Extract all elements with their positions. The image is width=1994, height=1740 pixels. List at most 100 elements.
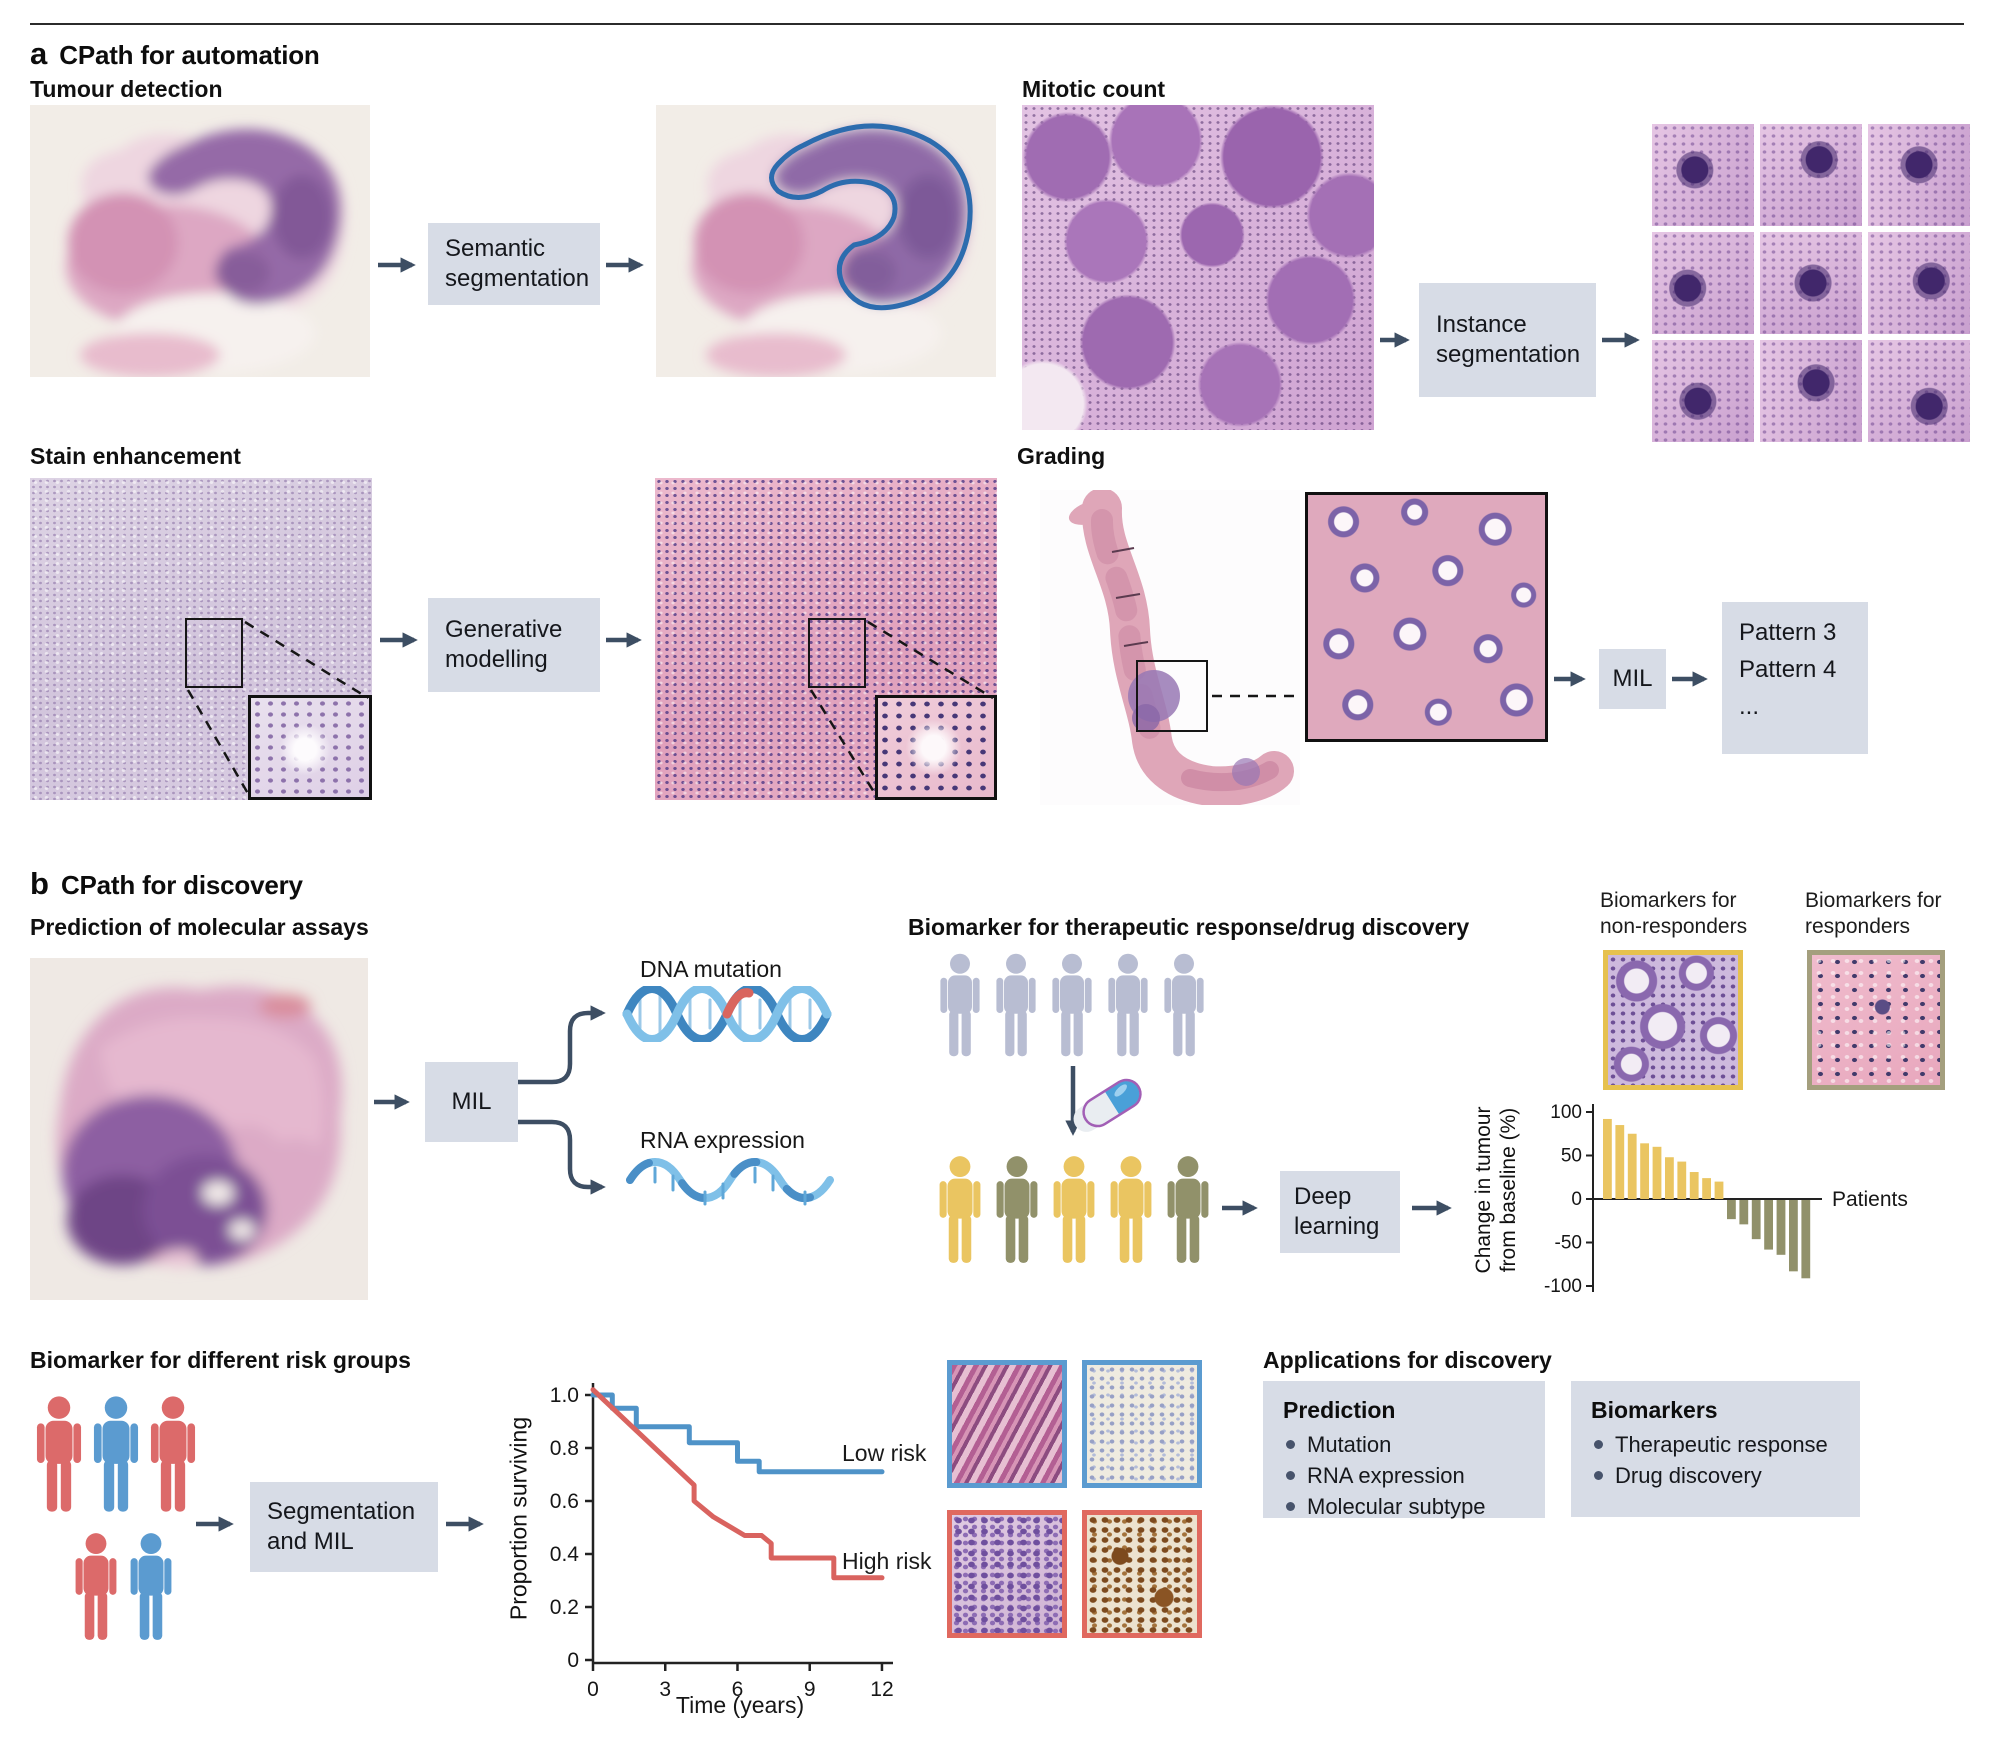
nonresponders-patch-label: Biomarkers for non-responders <box>1600 889 1748 938</box>
low-risk-patch-ihc <box>1082 1360 1202 1488</box>
svg-text:50: 50 <box>1561 1146 1582 1167</box>
patient-icon <box>1160 952 1208 1058</box>
svg-text:0.2: 0.2 <box>550 1596 579 1619</box>
nonresponders-patch-image <box>1603 950 1743 1090</box>
high-risk-patch-he <box>947 1510 1067 1638</box>
list-item: Mutation <box>1283 1429 1531 1460</box>
deep-learning-box: Deep learning <box>1280 1171 1400 1253</box>
tumour-outline <box>769 123 973 311</box>
risk-groups-heading: Biomarker for different risk groups <box>30 1347 411 1373</box>
molecular-assays-heading: Prediction of molecular assays <box>30 914 369 940</box>
segmentation-mil-label: Segmentation and MIL <box>267 1498 416 1555</box>
svg-text:12: 12 <box>870 1678 893 1701</box>
grading-heading: Grading <box>1017 443 1106 469</box>
mitosis-patch-grid <box>1652 124 1970 442</box>
svg-text:9: 9 <box>804 1678 816 1701</box>
patient-icon <box>126 1525 176 1648</box>
applications-heading: Applications for discovery <box>1263 1347 1552 1373</box>
instance-segmentation-label: Instance segmentation <box>1436 311 1581 368</box>
stain-faded-roi-box <box>185 618 243 688</box>
molecular-mil-box: MIL <box>425 1062 518 1142</box>
mitosis-patch <box>1652 232 1754 334</box>
deep-learning-label: Deep learning <box>1294 1183 1380 1240</box>
responders-patch-label: Biomarkers for responders <box>1805 889 1942 938</box>
patient-icon <box>1048 952 1096 1058</box>
svg-text:-50: -50 <box>1555 1233 1582 1254</box>
mitosis-patch <box>1760 340 1862 442</box>
applications-biomarkers-box: Biomarkers Therapeutic response Drug disc… <box>1571 1381 1860 1517</box>
patient-icon <box>1049 1152 1099 1267</box>
list-item: ... <box>1739 693 1760 720</box>
patient-icon <box>89 1389 143 1519</box>
list-item: Therapeutic response <box>1591 1429 1846 1460</box>
patient-icon <box>146 1389 200 1519</box>
panel-a-letter: a <box>30 36 48 71</box>
svg-text:0.8: 0.8 <box>550 1437 579 1460</box>
molecular-wsi-image <box>30 958 368 1300</box>
prediction-title: Prediction <box>1283 1397 1396 1423</box>
biomarkers-items: Therapeutic response Drug discovery <box>1591 1429 1846 1491</box>
grading-mil-box: MIL <box>1599 649 1666 709</box>
patient-icon <box>936 952 984 1058</box>
molecular-mil-label: MIL <box>451 1088 492 1115</box>
km-low-risk-label: Low risk <box>842 1440 927 1466</box>
tumour-detection-heading: Tumour detection <box>30 76 223 102</box>
high-risk-patch-ihc <box>1082 1510 1202 1638</box>
generative-modelling-box: Generative modelling <box>428 598 600 692</box>
mitotic-count-heading: Mitotic count <box>1022 76 1166 102</box>
pill-icon <box>1073 1078 1142 1132</box>
svg-text:0: 0 <box>1571 1189 1582 1210</box>
connector-mil-to-dna <box>518 1005 606 1085</box>
stain-enhanced-roi-box <box>808 618 866 688</box>
km-xlabel: Time (years) <box>675 1692 805 1718</box>
svg-text:3: 3 <box>659 1678 671 1701</box>
stain-enhancement-heading: Stain enhancement <box>30 443 241 469</box>
km-high-risk-label: High risk <box>842 1548 932 1574</box>
patient-icon <box>992 952 1040 1058</box>
semantic-segmentation-box: Semantic segmentation <box>428 223 600 305</box>
connector-mil-to-rna <box>518 1119 606 1195</box>
responders-patch-image <box>1807 950 1945 1090</box>
mitotic-count-image <box>1022 105 1374 430</box>
svg-text:1.0: 1.0 <box>550 1384 579 1407</box>
generative-modelling-label: Generative modelling <box>445 616 563 673</box>
panel-b-title: CPath for discovery <box>60 870 303 900</box>
biomarkers-title: Biomarkers <box>1591 1397 1718 1423</box>
svg-text:0: 0 <box>567 1649 579 1672</box>
list-item: RNA expression <box>1283 1460 1531 1491</box>
svg-text:100: 100 <box>1550 1102 1582 1123</box>
tumour-wsi-image <box>30 105 370 377</box>
patients-pretreatment-row <box>936 952 1208 1058</box>
mitosis-patch <box>1760 124 1862 226</box>
list-item: Pattern 4 <box>1739 656 1837 683</box>
rna-strand-icon <box>626 1158 834 1206</box>
patient-icon <box>1106 1152 1156 1267</box>
patient-icon <box>32 1389 86 1519</box>
panel-b-letter: b <box>30 866 49 901</box>
mitosis-patch <box>1868 232 1970 334</box>
svg-text:6: 6 <box>732 1678 744 1701</box>
panel-a-header: a CPath for automation <box>30 36 320 72</box>
waterfall-xlabel: Patients <box>1832 1188 1908 1211</box>
mitosis-patch <box>1868 340 1970 442</box>
prediction-items: Mutation RNA expression Molecular subtype <box>1283 1429 1531 1522</box>
grading-mil-label: MIL <box>1612 665 1653 692</box>
grading-inset-image <box>1305 492 1548 742</box>
instance-segmentation-box: Instance segmentation <box>1419 283 1596 397</box>
list-item: Drug discovery <box>1591 1460 1846 1491</box>
svg-text:0.6: 0.6 <box>550 1490 579 1513</box>
segmentation-mil-box: Segmentation and MIL <box>250 1482 438 1572</box>
list-item: Molecular subtype <box>1283 1491 1531 1522</box>
patient-icon <box>992 1152 1042 1267</box>
list-item: Pattern 3 <box>1739 619 1837 646</box>
stain-enhanced-inset <box>875 695 997 800</box>
dna-helix-icon <box>622 986 832 1042</box>
patient-icon <box>71 1525 121 1648</box>
risk-row-1 <box>32 1389 200 1519</box>
stain-faded-inset <box>248 695 372 800</box>
semantic-segmentation-label: Semantic segmentation <box>445 235 590 292</box>
risk-row-2 <box>71 1525 176 1648</box>
biopsy-image <box>1040 490 1300 805</box>
mitosis-patch <box>1868 124 1970 226</box>
